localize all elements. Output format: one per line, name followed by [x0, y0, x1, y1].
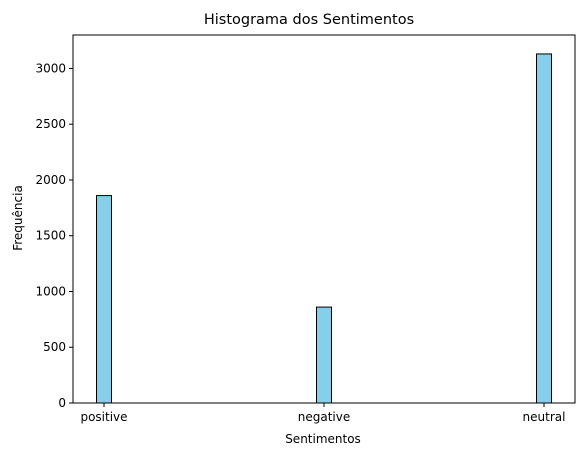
x-tick-label: neutral [523, 410, 566, 424]
y-tick-label: 0 [58, 396, 66, 410]
y-tick-label: 500 [43, 340, 66, 354]
bar-negative [316, 306, 332, 404]
x-axis-title: Sentimentos [285, 432, 361, 446]
chart-title: Histograma dos Sentimentos [204, 12, 414, 28]
y-tick-label: 1500 [35, 229, 66, 243]
bar-neutral [536, 53, 552, 404]
x-tick-label: negative [298, 410, 350, 424]
x-tick-label: positive [80, 410, 127, 424]
bar-positive [96, 195, 112, 404]
y-tick-label: 3000 [35, 61, 66, 75]
y-tick-label: 2000 [35, 173, 66, 187]
y-axis-title: Frequência [11, 185, 25, 251]
y-tick-label: 2500 [35, 117, 66, 131]
y-tick-label: 1000 [35, 284, 66, 298]
